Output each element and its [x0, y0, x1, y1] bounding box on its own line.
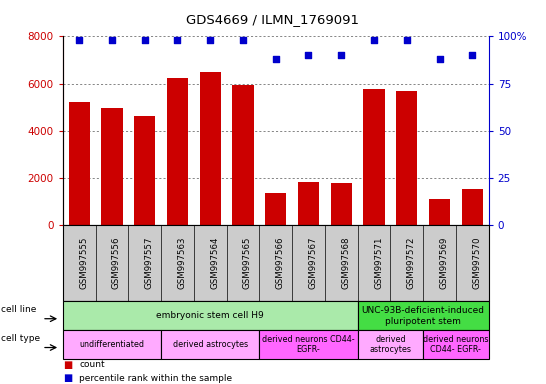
Text: embryonic stem cell H9: embryonic stem cell H9 [156, 311, 264, 320]
Point [402, 37, 411, 43]
Text: cell type: cell type [1, 334, 40, 343]
Bar [69, 103, 90, 225]
Text: GSM997566: GSM997566 [276, 237, 284, 289]
Text: GSM997571: GSM997571 [374, 237, 383, 289]
Text: ■: ■ [63, 373, 72, 383]
Text: GDS4669 / ILMN_1769091: GDS4669 / ILMN_1769091 [187, 13, 359, 26]
Text: GSM997572: GSM997572 [407, 237, 416, 289]
Bar [232, 85, 253, 225]
Point [435, 56, 444, 62]
Text: percentile rank within the sample: percentile rank within the sample [79, 374, 232, 383]
Point [304, 52, 313, 58]
Bar [265, 193, 286, 225]
Point [370, 37, 378, 43]
Text: derived neurons
CD44- EGFR-: derived neurons CD44- EGFR- [423, 335, 489, 354]
Text: GSM997564: GSM997564 [210, 237, 219, 289]
Bar [396, 91, 418, 225]
Bar [102, 108, 122, 225]
Bar [462, 189, 483, 225]
Text: derived
astrocytes: derived astrocytes [370, 335, 411, 354]
Text: cell line: cell line [1, 305, 37, 314]
Bar [134, 116, 156, 225]
Point [239, 37, 247, 43]
Point [468, 52, 477, 58]
Bar [364, 89, 385, 225]
Text: ■: ■ [63, 360, 72, 370]
Point [271, 56, 280, 62]
Text: GSM997565: GSM997565 [243, 237, 252, 289]
Bar [298, 182, 319, 225]
Text: GSM997570: GSM997570 [472, 237, 481, 289]
Text: GSM997563: GSM997563 [177, 237, 186, 289]
Bar [167, 78, 188, 225]
Bar [331, 184, 352, 225]
Bar [429, 199, 450, 225]
Text: count: count [79, 360, 105, 369]
Text: derived astrocytes: derived astrocytes [173, 340, 248, 349]
Point [108, 37, 116, 43]
Point [173, 37, 182, 43]
Bar [200, 72, 221, 225]
Text: GSM997567: GSM997567 [308, 237, 317, 289]
Text: UNC-93B-deficient-induced
pluripotent stem: UNC-93B-deficient-induced pluripotent st… [361, 306, 485, 326]
Text: undifferentiated: undifferentiated [79, 340, 145, 349]
Text: GSM997569: GSM997569 [440, 237, 448, 289]
Text: GSM997556: GSM997556 [112, 237, 121, 289]
Text: GSM997557: GSM997557 [145, 237, 153, 289]
Text: derived neurons CD44-
EGFR-: derived neurons CD44- EGFR- [262, 335, 355, 354]
Text: GSM997555: GSM997555 [79, 237, 88, 289]
Text: GSM997568: GSM997568 [341, 237, 350, 289]
Point [337, 52, 346, 58]
Point [140, 37, 149, 43]
Point [206, 37, 215, 43]
Point [75, 37, 84, 43]
